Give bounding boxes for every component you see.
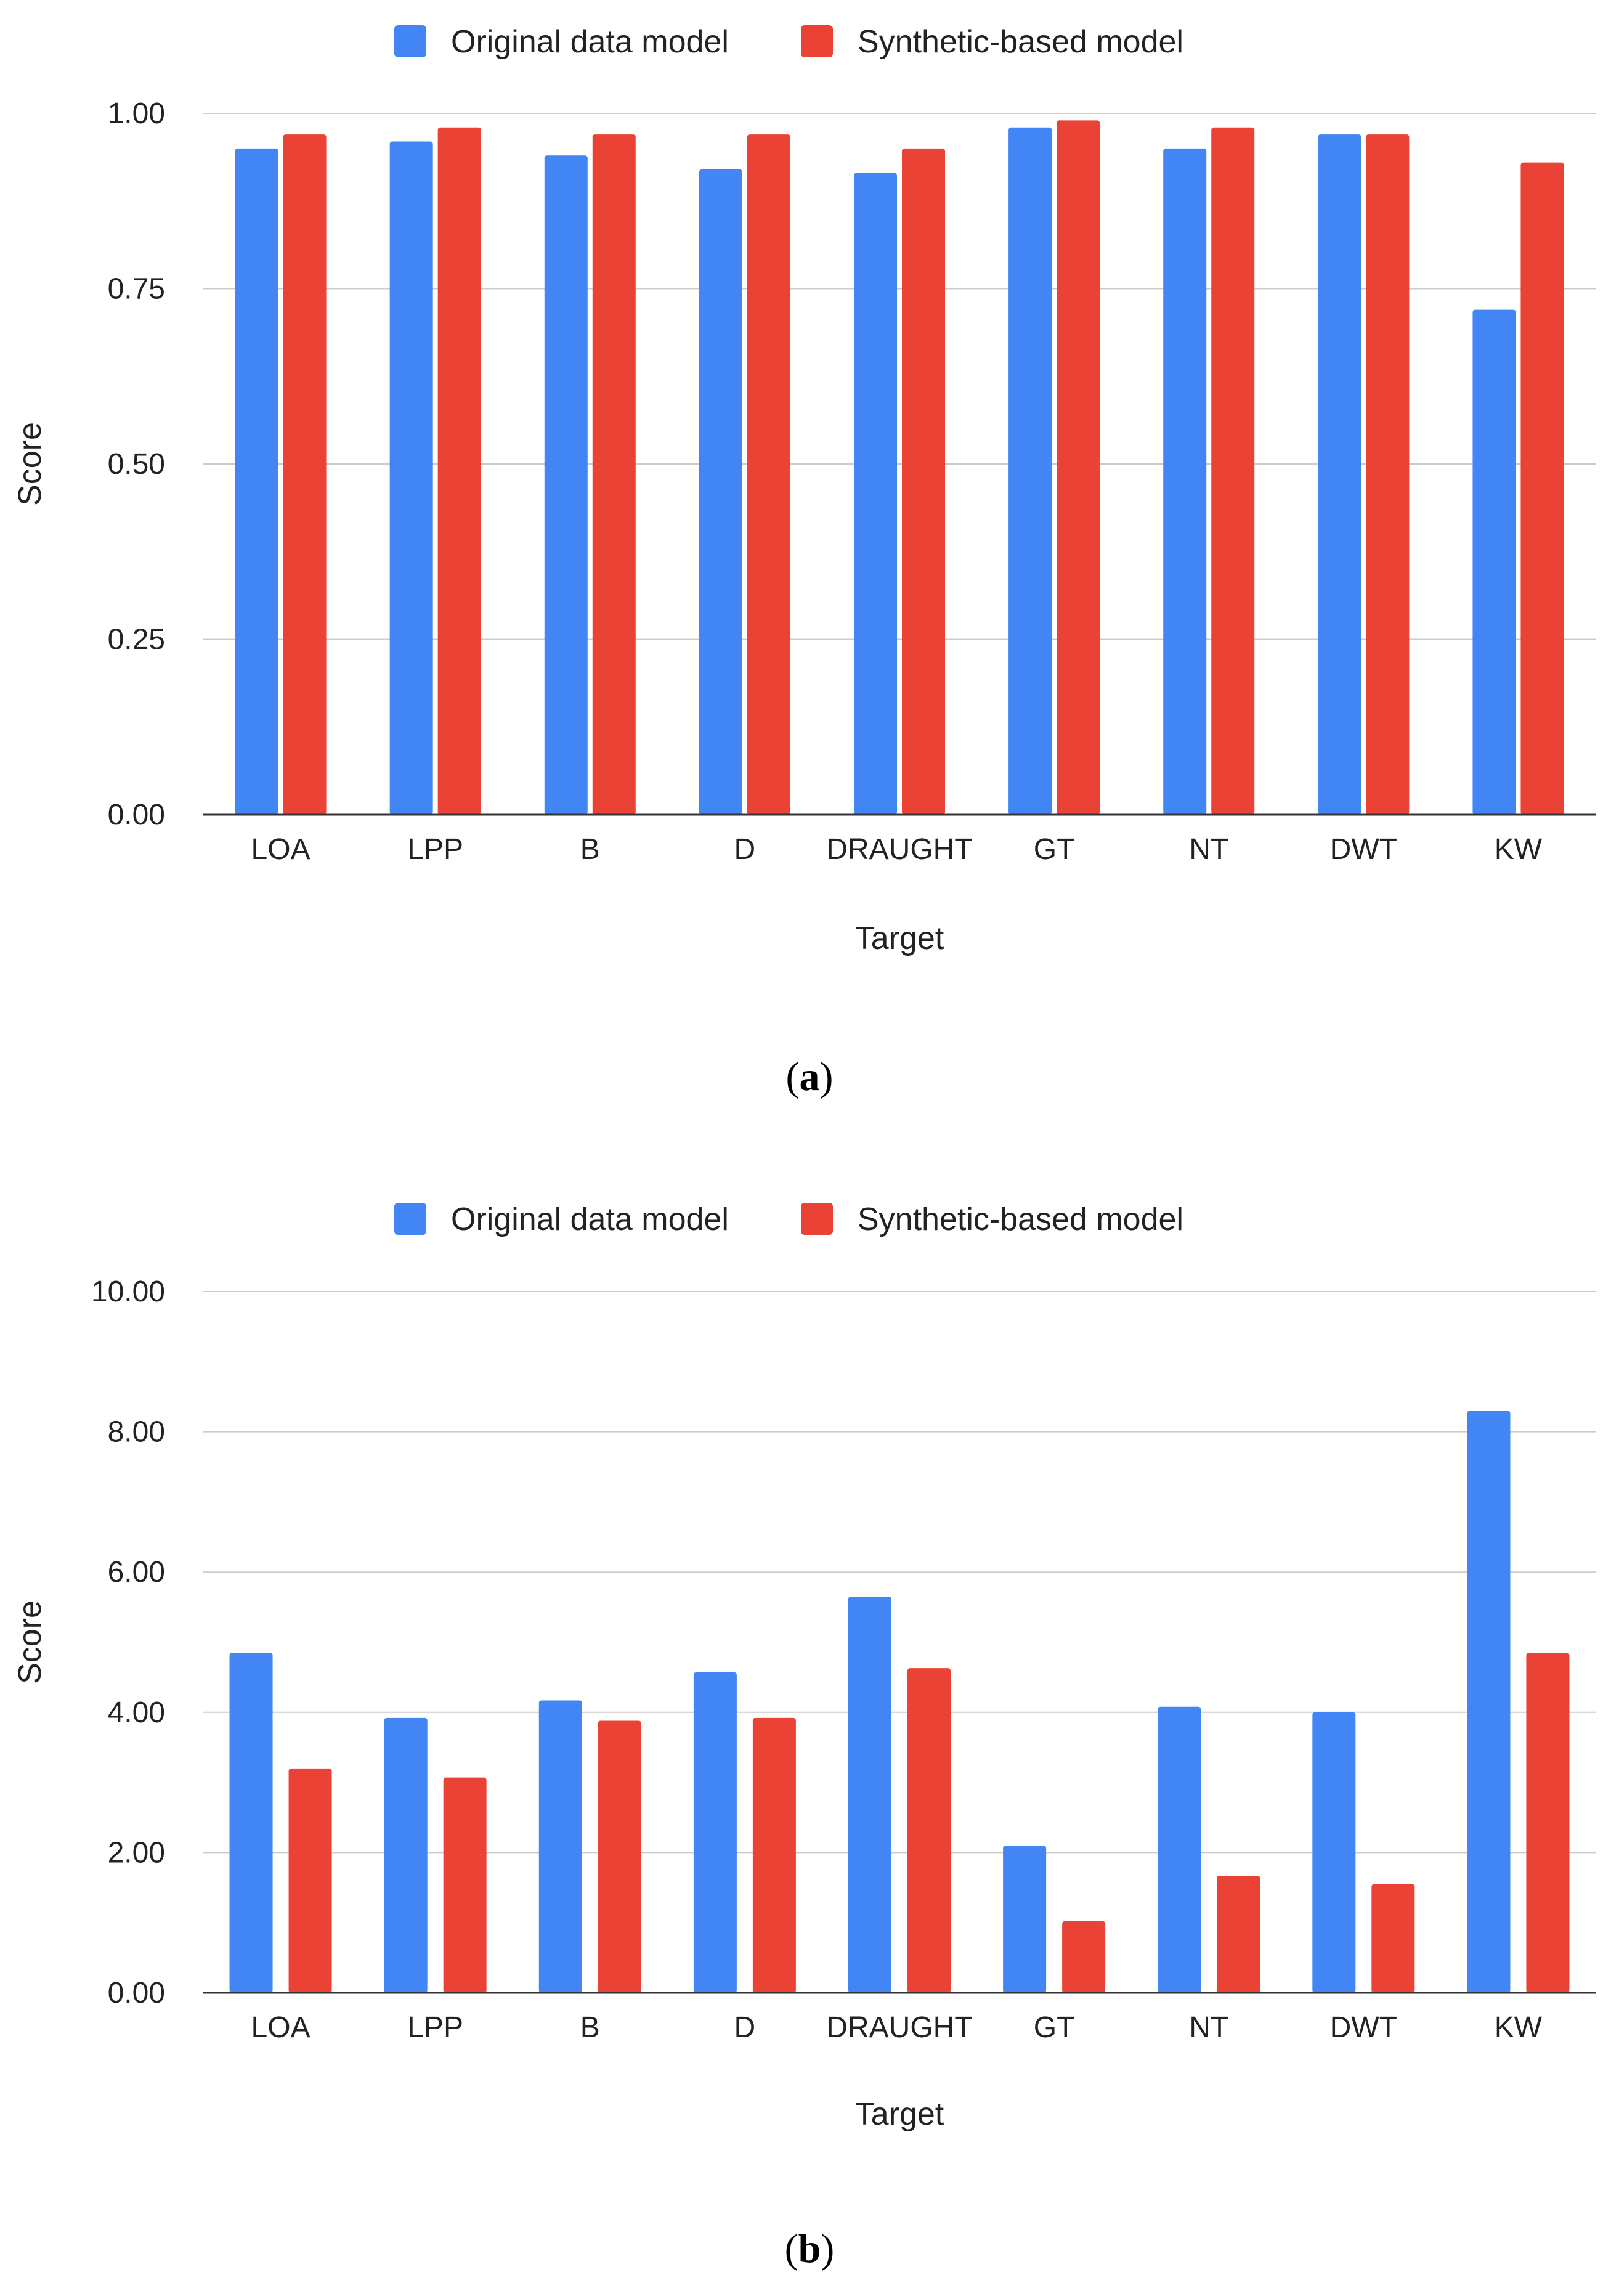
chart-b-ytick-label-3: 6.00 — [108, 1556, 165, 1589]
chart-a-bar-kw-series1 — [1472, 309, 1516, 815]
chart-a-x-axis-title: Target — [855, 921, 944, 956]
chart-a-xtick-label-dwt: DWT — [1330, 833, 1397, 866]
chart-b-xtick-label-d: D — [734, 2011, 756, 2044]
chart-b-xtick-label-b: B — [580, 2011, 600, 2044]
chart-a-bar-b-series2 — [592, 134, 636, 815]
chart-a-ytick-label-3: 0.75 — [108, 273, 165, 306]
caption-b: (b) — [784, 2226, 835, 2271]
chart-a-xtick-label-lpp: LPP — [407, 833, 463, 866]
chart-b-legend-swatch-2 — [801, 1203, 833, 1235]
chart-b-x-axis-title: Target — [855, 2096, 944, 2132]
chart-a-ytick-label-4: 1.00 — [108, 97, 165, 130]
chart-a-bar-loa-series2 — [283, 134, 327, 815]
chart-a-bar-d-series2 — [747, 134, 790, 815]
chart-b: Original data model Synthetic-based model… — [12, 1202, 1596, 2132]
chart-a-legend: Original data model Synthetic-based model — [394, 24, 1183, 60]
chart-a-xtick-label-gt: GT — [1034, 833, 1075, 866]
chart-b-bar-draught-series1 — [848, 1597, 891, 1993]
chart-b-legend-label-2: Synthetic-based model — [858, 1202, 1183, 1237]
chart-b-xtick-label-loa: LOA — [251, 2011, 310, 2044]
chart-b-bar-nt-series2 — [1217, 1875, 1260, 1993]
chart-b-bar-lpp-series2 — [443, 1777, 487, 1993]
chart-b-xtick-label-draught: DRAUGHT — [826, 2011, 972, 2044]
chart-b-bar-dwt-series1 — [1312, 1712, 1356, 1993]
chart-a-ytick-label-0: 0.00 — [108, 799, 165, 831]
chart-a-bar-draught-series2 — [902, 148, 945, 815]
chart-b-bar-lpp-series1 — [384, 1717, 428, 1993]
chart-a-bar-gt-series2 — [1057, 120, 1100, 815]
chart-a: Original data model Synthetic-based model… — [12, 24, 1596, 956]
chart-a-bar-lpp-series2 — [437, 127, 481, 815]
chart-a-legend-label-2: Synthetic-based model — [858, 24, 1183, 60]
chart-b-bar-dwt-series2 — [1371, 1884, 1415, 1993]
chart-a-bar-lpp-series1 — [389, 141, 433, 815]
chart-a-legend-label-1: Original data model — [451, 24, 729, 60]
caption-a-label: a — [799, 1054, 820, 1099]
chart-a-y-axis-title: Score — [12, 422, 48, 506]
chart-a-legend-swatch-1 — [394, 25, 426, 57]
chart-a-legend-swatch-2 — [801, 25, 833, 57]
chart-a-xtick-label-nt: NT — [1189, 833, 1228, 866]
chart-b-ytick-label-0: 0.00 — [108, 1977, 165, 2009]
chart-b-bar-gt-series1 — [1003, 1846, 1047, 1993]
chart-b-bar-b-series2 — [598, 1720, 641, 1993]
chart-a-ytick-label-1: 0.25 — [108, 624, 165, 656]
chart-b-bar-loa-series1 — [229, 1653, 273, 1993]
chart-b-legend: Original data model Synthetic-based model — [394, 1202, 1183, 1237]
chart-b-ytick-label-1: 2.00 — [108, 1836, 165, 1869]
chart-b-bar-nt-series1 — [1158, 1706, 1201, 1993]
chart-a-bar-dwt-series2 — [1366, 134, 1410, 815]
chart-b-ytick-label-5: 10.00 — [91, 1276, 165, 1308]
chart-b-bar-b-series1 — [538, 1700, 582, 1993]
chart-a-bar-draught-series1 — [854, 173, 897, 815]
chart-a-bar-nt-series2 — [1211, 127, 1255, 815]
caption-a: (a) — [785, 1054, 834, 1099]
chart-b-ytick-label-4: 8.00 — [108, 1416, 165, 1449]
chart-a-xtick-label-loa: LOA — [251, 833, 310, 866]
chart-a-xtick-label-draught: DRAUGHT — [826, 833, 972, 866]
chart-a-bar-loa-series1 — [235, 148, 278, 815]
chart-b-bar-kw-series2 — [1526, 1653, 1570, 1993]
chart-b-bar-d-series1 — [693, 1672, 737, 1993]
chart-a-bar-kw-series2 — [1520, 162, 1564, 815]
chart-b-bar-kw-series1 — [1467, 1411, 1511, 1993]
chart-a-bar-b-series1 — [544, 155, 588, 815]
chart-b-legend-label-1: Original data model — [451, 1202, 729, 1237]
chart-b-xtick-label-dwt: DWT — [1330, 2011, 1397, 2044]
chart-b-bar-loa-series2 — [288, 1768, 332, 1993]
chart-a-bar-dwt-series1 — [1318, 134, 1361, 815]
chart-b-bar-gt-series2 — [1062, 1921, 1106, 1993]
chart-b-ytick-label-2: 4.00 — [108, 1696, 165, 1729]
chart-b-bar-d-series2 — [752, 1717, 796, 1993]
chart-a-bar-d-series1 — [699, 169, 742, 815]
chart-a-xtick-label-kw: KW — [1495, 833, 1543, 866]
chart-b-bar-draught-series2 — [907, 1668, 951, 1993]
chart-a-bar-nt-series1 — [1163, 148, 1207, 815]
chart-b-xtick-label-kw: KW — [1495, 2011, 1543, 2044]
caption-b-label: b — [798, 2226, 821, 2271]
chart-a-xtick-label-d: D — [734, 833, 756, 866]
chart-a-ytick-label-2: 0.50 — [108, 448, 165, 481]
chart-a-bar-gt-series1 — [1008, 127, 1052, 815]
chart-b-xtick-label-nt: NT — [1189, 2011, 1228, 2044]
chart-b-xtick-label-gt: GT — [1034, 2011, 1075, 2044]
chart-b-xtick-label-lpp: LPP — [407, 2011, 463, 2044]
chart-b-legend-swatch-1 — [394, 1203, 426, 1235]
chart-a-xtick-label-b: B — [580, 833, 600, 866]
chart-b-y-axis-title: Score — [12, 1600, 48, 1684]
